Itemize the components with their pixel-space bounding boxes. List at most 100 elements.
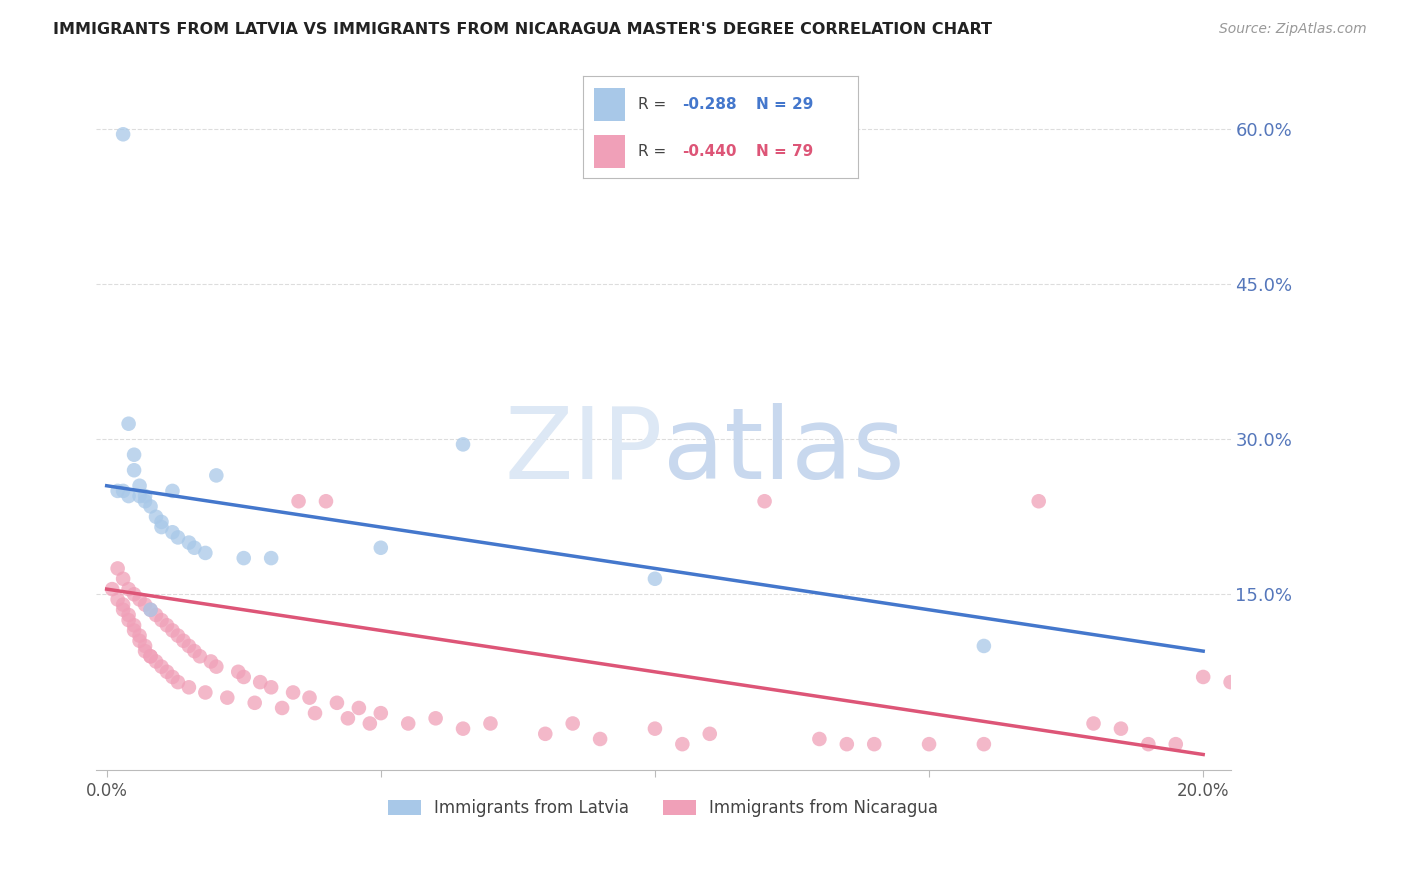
Point xyxy=(336,711,359,725)
Text: IMMIGRANTS FROM LATVIA VS IMMIGRANTS FROM NICARAGUA MASTER'S DEGREE CORRELATION : IMMIGRANTS FROM LATVIA VS IMMIGRANTS FRO… xyxy=(53,22,993,37)
Point xyxy=(188,649,211,664)
Point xyxy=(217,690,239,705)
Point xyxy=(973,737,995,751)
Text: N = 29: N = 29 xyxy=(756,97,814,112)
Point xyxy=(304,706,326,720)
Point xyxy=(249,675,271,690)
Point xyxy=(1083,716,1105,731)
Point xyxy=(134,489,156,503)
Point xyxy=(370,541,392,555)
Point xyxy=(150,613,173,627)
Point xyxy=(1137,737,1160,751)
Point xyxy=(145,509,167,524)
Point xyxy=(150,659,173,673)
Point xyxy=(298,690,321,705)
Text: R =: R = xyxy=(638,145,672,160)
Point xyxy=(177,639,200,653)
Text: atlas: atlas xyxy=(664,403,905,500)
Text: R =: R = xyxy=(638,97,672,112)
Point xyxy=(451,722,474,736)
Point xyxy=(260,551,283,566)
Point xyxy=(370,706,392,720)
Point xyxy=(112,128,135,142)
Text: -0.440: -0.440 xyxy=(682,145,737,160)
Point xyxy=(128,633,150,648)
Point xyxy=(326,696,349,710)
Text: Source: ZipAtlas.com: Source: ZipAtlas.com xyxy=(1219,22,1367,37)
Point xyxy=(145,607,167,622)
Point xyxy=(1164,737,1187,751)
Point xyxy=(128,479,150,493)
Point xyxy=(139,500,162,514)
Point xyxy=(122,624,145,638)
Bar xyxy=(595,88,624,121)
Point xyxy=(117,489,139,503)
Point xyxy=(139,649,162,664)
Point xyxy=(200,655,222,669)
Point xyxy=(177,535,200,549)
Point xyxy=(112,483,135,498)
Point xyxy=(134,494,156,508)
Point xyxy=(107,561,129,575)
Point xyxy=(139,603,162,617)
Point xyxy=(260,681,283,695)
Point xyxy=(122,463,145,477)
Point xyxy=(122,618,145,632)
Point xyxy=(162,525,184,540)
Point xyxy=(232,551,254,566)
Point xyxy=(107,592,129,607)
Point xyxy=(194,546,217,560)
Point xyxy=(226,665,249,679)
Text: -0.288: -0.288 xyxy=(682,97,737,112)
Point xyxy=(183,644,205,658)
Point xyxy=(754,494,776,508)
Point xyxy=(644,722,666,736)
Point xyxy=(117,607,139,622)
Point xyxy=(167,675,190,690)
Point xyxy=(205,468,228,483)
Point xyxy=(145,655,167,669)
Point xyxy=(128,489,150,503)
Point xyxy=(128,629,150,643)
Point xyxy=(101,582,124,596)
Point xyxy=(167,629,190,643)
Point xyxy=(835,737,858,751)
Point xyxy=(183,541,205,555)
Point xyxy=(162,624,184,638)
Point xyxy=(808,731,831,746)
Point xyxy=(117,417,139,431)
Text: N = 79: N = 79 xyxy=(756,145,814,160)
Point xyxy=(359,716,381,731)
Point xyxy=(122,448,145,462)
Point xyxy=(134,644,156,658)
Point xyxy=(150,520,173,534)
Point xyxy=(167,530,190,544)
Point xyxy=(156,618,179,632)
Point xyxy=(561,716,583,731)
Point xyxy=(134,598,156,612)
Legend: Immigrants from Latvia, Immigrants from Nicaragua: Immigrants from Latvia, Immigrants from … xyxy=(381,793,945,824)
Point xyxy=(112,572,135,586)
Point xyxy=(347,701,370,715)
Point xyxy=(1219,675,1241,690)
Point xyxy=(479,716,502,731)
Point xyxy=(315,494,337,508)
Point xyxy=(1192,670,1215,684)
Point xyxy=(271,701,294,715)
Point xyxy=(134,639,156,653)
Point xyxy=(117,613,139,627)
Point xyxy=(162,670,184,684)
Point xyxy=(232,670,254,684)
Point xyxy=(243,696,266,710)
Point xyxy=(139,603,162,617)
Point xyxy=(589,731,612,746)
Point xyxy=(863,737,886,751)
Point xyxy=(973,639,995,653)
Point xyxy=(107,483,129,498)
Point xyxy=(122,587,145,601)
Point xyxy=(139,649,162,664)
Point xyxy=(112,603,135,617)
Point xyxy=(112,598,135,612)
Point xyxy=(1028,494,1050,508)
Point xyxy=(162,483,184,498)
